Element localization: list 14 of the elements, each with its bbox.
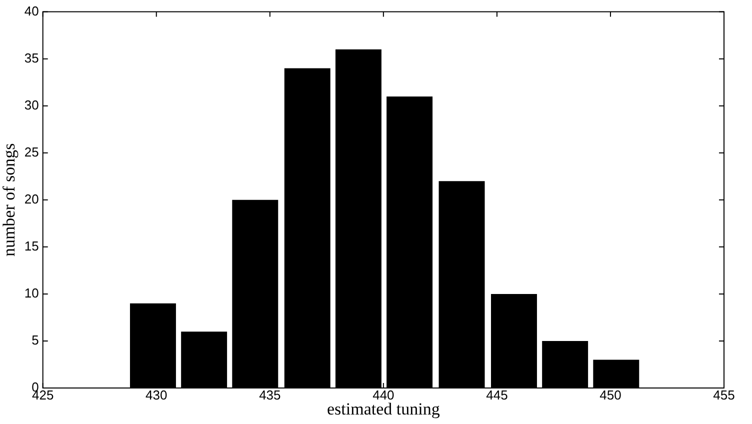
y-tick-label: 20 — [24, 191, 39, 206]
x-tick-label: 455 — [713, 387, 735, 402]
y-tick-label: 15 — [24, 238, 39, 254]
y-tick-label: 40 — [24, 3, 39, 18]
x-tick-label: 445 — [486, 387, 508, 402]
x-tick-label: 435 — [259, 387, 281, 402]
y-tick-label: 25 — [24, 144, 39, 160]
y-tick-label: 5 — [32, 332, 39, 348]
y-tick-label: 35 — [24, 50, 39, 66]
y-tick-label: 10 — [24, 286, 39, 301]
x-tick-label: 430 — [146, 387, 168, 402]
y-axis-title: number of songs — [0, 143, 19, 257]
x-tick-label: 450 — [600, 387, 622, 402]
y-tick-label: 30 — [24, 97, 39, 112]
